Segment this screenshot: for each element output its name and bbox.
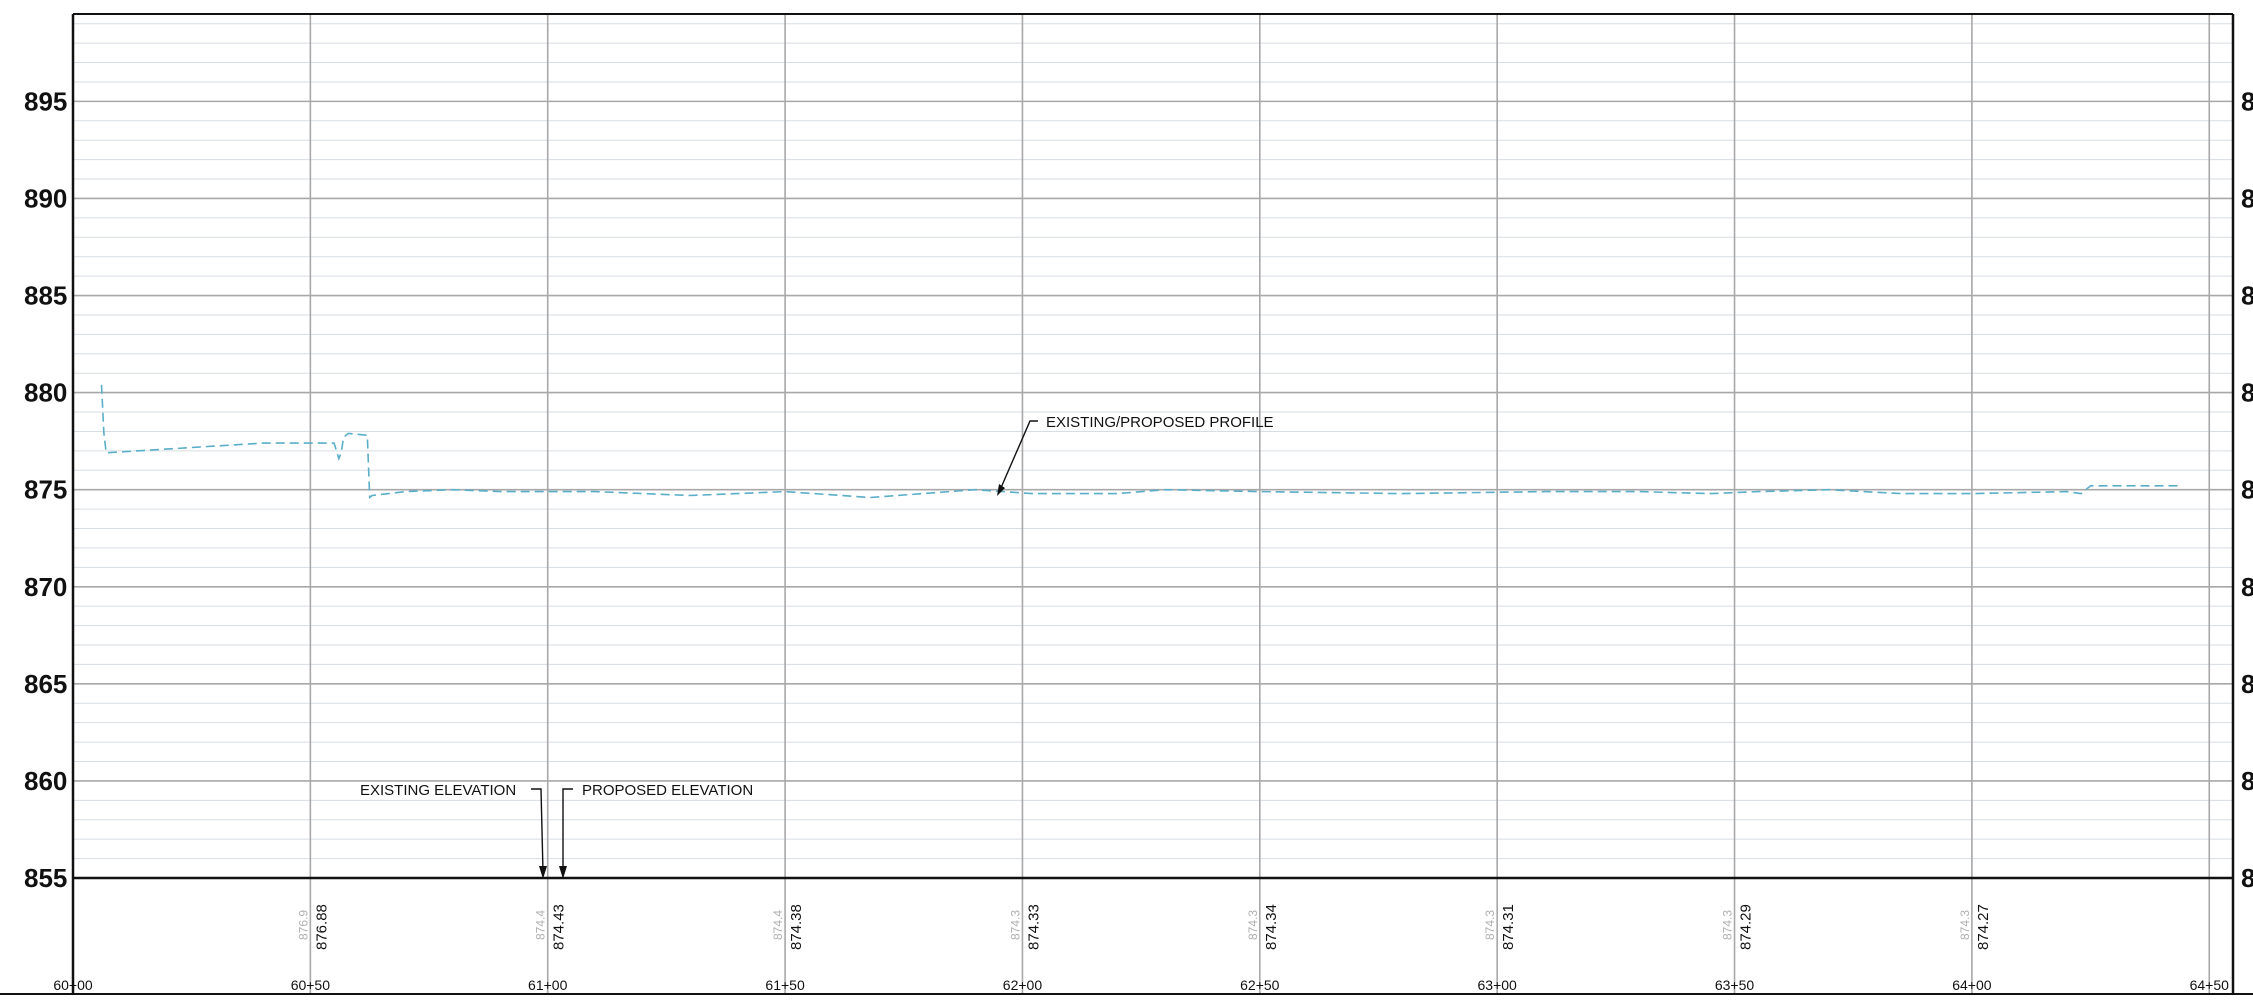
- chart-frame: [0, 13, 2253, 995]
- proposed-elevation-value: 874.33: [1025, 904, 1042, 950]
- existing-elevation-value: 876.9: [296, 910, 310, 940]
- proposed-elevation-label: PROPOSED ELEVATION: [582, 782, 753, 799]
- profile-callout-label: EXISTING/PROPOSED PROFILE: [1046, 414, 1274, 431]
- right-y-tick-label: 8: [2241, 572, 2253, 602]
- minor-gridlines: [73, 23, 2233, 860]
- profile-leader-arrow: [997, 484, 1005, 496]
- right-y-tick-label: 8: [2241, 766, 2253, 796]
- x-tick-label: 63+50: [1715, 977, 1755, 993]
- y-tick-label: 875: [24, 475, 67, 505]
- proposed-elevation-value: 874.27: [1975, 904, 1992, 950]
- existing-elevation-arrow: [539, 866, 547, 879]
- existing-elevation-label: EXISTING ELEVATION: [360, 782, 516, 799]
- proposed-elevation-leader: [562, 788, 573, 872]
- right-y-tick-labels: 8 8 8 8 8 8 8 8 8: [2241, 86, 2253, 893]
- major-gridlines: [73, 14, 2233, 994]
- y-tick-label: 890: [24, 183, 67, 213]
- y-tick-label: 895: [24, 86, 67, 116]
- proposed-elevation-arrow: [559, 866, 567, 879]
- right-y-tick-label: 8: [2241, 86, 2253, 116]
- profile-leader-line: [999, 420, 1038, 491]
- y-tick-label: 885: [24, 281, 67, 311]
- existing-elevation-value: 874.4: [771, 910, 785, 940]
- right-y-tick-label: 8: [2241, 183, 2253, 213]
- proposed-elevation-value: 874.38: [788, 904, 805, 950]
- proposed-elevation-value: 874.31: [1500, 904, 1517, 950]
- x-tick-label: 64+00: [1952, 977, 1992, 993]
- existing-elevation-value: 874.3: [1246, 910, 1260, 940]
- right-y-tick-label: 8: [2241, 281, 2253, 311]
- proposed-elevation-value: 876.88: [313, 904, 330, 950]
- y-tick-label: 865: [24, 669, 67, 699]
- right-y-tick-label: 8: [2241, 378, 2253, 408]
- proposed-elevation-value: 874.29: [1738, 904, 1755, 950]
- x-tick-label: 60+00: [53, 977, 93, 993]
- y-tick-label: 855: [24, 863, 67, 893]
- right-y-tick-label: 8: [2241, 863, 2253, 893]
- existing-elevation-value: 874.3: [1721, 910, 1735, 940]
- existing-elevation-leader: [531, 788, 544, 873]
- y-tick-label: 870: [24, 572, 67, 602]
- x-tick-label: 64+50: [2190, 977, 2230, 993]
- existing-elevation-value: 874.3: [1008, 910, 1022, 940]
- existing-elevation-value: 874.3: [1483, 910, 1497, 940]
- x-tick-label: 60+50: [291, 977, 331, 993]
- x-tick-label: 63+00: [1478, 977, 1518, 993]
- x-tick-labels: 60+00 60+50 61+00 61+50 62+00 62+50 63+00 63+50…: [53, 977, 2229, 993]
- profile-line: [100, 384, 2181, 500]
- x-tick-label: 61+50: [765, 977, 805, 993]
- x-tick-label: 62+50: [1240, 977, 1280, 993]
- x-tick-label: 61+00: [528, 977, 568, 993]
- proposed-elevation-value: 874.34: [1263, 904, 1280, 950]
- y-tick-label: 860: [24, 766, 67, 796]
- profile-series: [100, 384, 2181, 500]
- annotations: EXISTING/PROPOSED PROFILE EXISTING ELEVA…: [360, 414, 1274, 879]
- right-y-tick-label: 8: [2241, 475, 2253, 505]
- proposed-elevation-value: 874.43: [551, 904, 568, 950]
- existing-elevation-value: 874.4: [534, 910, 548, 940]
- y-tick-labels: 855 860 865 870 875 880 885 890 895: [24, 86, 67, 893]
- x-tick-label: 62+00: [1003, 977, 1043, 993]
- existing-elevation-value: 874.3: [1958, 910, 1972, 940]
- right-y-tick-label: 8: [2241, 669, 2253, 699]
- y-tick-label: 880: [24, 378, 67, 408]
